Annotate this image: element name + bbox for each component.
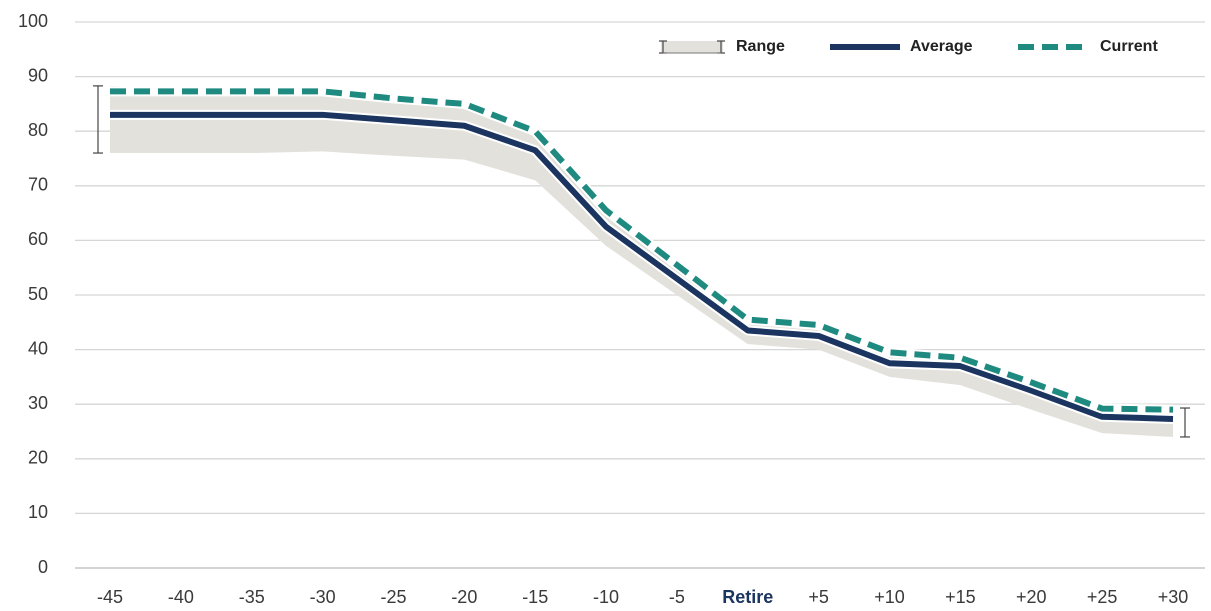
x-tick-label: -30 (310, 587, 336, 607)
legend: Range Average Current (659, 38, 1158, 55)
x-tick-label: -40 (168, 587, 194, 607)
legend-label: Range (736, 38, 785, 55)
x-tick-label: +25 (1087, 587, 1118, 607)
y-tick-label: 50 (28, 284, 48, 304)
y-tick-label: 20 (28, 448, 48, 468)
data-line (110, 88, 1174, 413)
y-tick-label: 70 (28, 175, 48, 195)
y-tick-label: 60 (28, 229, 48, 249)
y-tick-label: 40 (28, 338, 48, 358)
x-tick-label: -10 (593, 587, 619, 607)
legend-label: Current (1100, 38, 1158, 55)
y-tick-label: 100 (18, 11, 48, 31)
x-tick-label: +15 (945, 587, 976, 607)
y-tick-label: 10 (28, 502, 48, 522)
x-tick-label: -45 (97, 587, 123, 607)
legend-swatch (661, 41, 723, 53)
y-tick-label: 90 (28, 65, 48, 85)
x-tick-label: -5 (669, 587, 685, 607)
x-tick-label: +10 (874, 587, 905, 607)
x-tick-label: +5 (808, 587, 829, 607)
data-line (110, 111, 1174, 422)
x-tick-label: -25 (380, 587, 406, 607)
y-tick-label: 30 (28, 393, 48, 413)
y-tick-label: 80 (28, 120, 48, 140)
y-tick-label: 0 (38, 557, 48, 577)
x-tick-label: +30 (1158, 587, 1189, 607)
x-tick-label: +20 (1016, 587, 1047, 607)
range-band (110, 85, 1173, 437)
legend-label: Average (910, 38, 973, 55)
x-tick-label: -35 (239, 587, 265, 607)
x-tick-label: -20 (451, 587, 477, 607)
range-error-bar (93, 85, 103, 154)
range-error-bar (1180, 407, 1190, 438)
x-tick-label: Retire (722, 587, 773, 607)
x-tick-label: -15 (522, 587, 548, 607)
